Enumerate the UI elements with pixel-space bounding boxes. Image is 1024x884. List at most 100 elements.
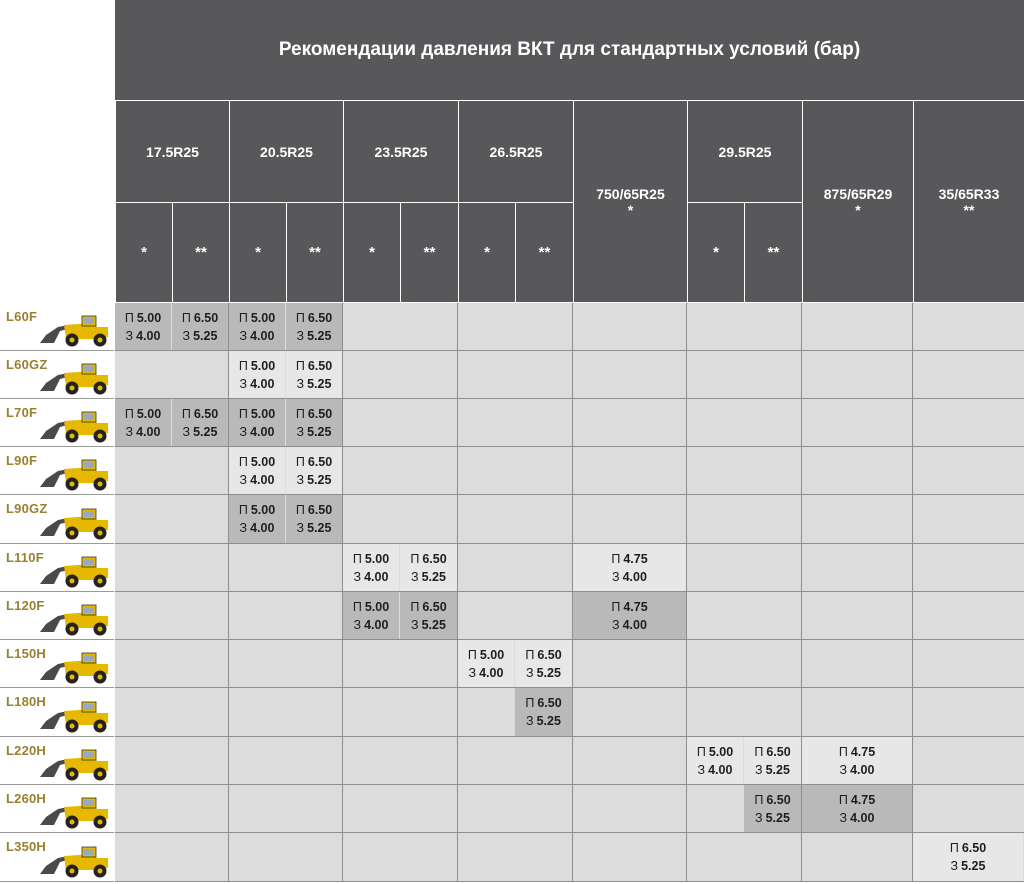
model-name: L110F — [6, 550, 44, 565]
ply-rating-header: ** — [516, 203, 573, 302]
front-pressure-value: 5.00 — [250, 310, 276, 325]
rear-pressure-value: 5.25 — [307, 328, 332, 343]
rear-pressure-value: 4.00 — [850, 762, 875, 777]
rear-pressure-line: З 4.00 — [126, 327, 161, 345]
pressure-cell: П 5.00 З 4.00 — [229, 495, 285, 543]
rear-pressure-value: 5.25 — [536, 665, 561, 680]
tire-size-label: 750/65R25 — [596, 185, 665, 202]
front-pressure-line: П 4.75 — [839, 791, 875, 809]
front-pressure-label: П — [295, 310, 305, 325]
row-divider — [115, 446, 1024, 447]
pressure-cell: П 6.50 З 5.25 — [286, 399, 342, 446]
rear-pressure-value: 5.25 — [307, 424, 332, 439]
pressure-cell: П 6.50 З 5.25 — [913, 833, 1023, 881]
front-pressure-line: П 6.50 — [296, 501, 332, 519]
pressure-cell: П 5.00 З 4.00 — [458, 640, 514, 687]
model-name: L90GZ — [6, 501, 48, 516]
front-pressure-value: 6.50 — [766, 792, 791, 807]
front-pressure-label: П — [754, 792, 764, 807]
rear-pressure-line: З 5.25 — [297, 327, 332, 345]
rear-pressure-value: 4.00 — [622, 569, 647, 584]
model-row-header: L60GZ — [0, 351, 114, 399]
wheel-loader-icon — [40, 652, 108, 684]
rear-pressure-label: З — [526, 665, 534, 680]
rear-pressure-value: 4.00 — [250, 424, 275, 439]
tire-size-header: 26.5R25 — [459, 101, 573, 202]
row-divider — [115, 543, 1024, 544]
front-pressure-value: 5.00 — [136, 406, 162, 421]
ply-rating-header: ** — [287, 203, 343, 302]
wheel-loader-icon — [40, 797, 108, 829]
front-pressure-label: П — [467, 647, 477, 662]
rear-pressure-label: З — [612, 617, 620, 632]
wheel-loader-icon — [40, 846, 108, 878]
pressure-cell: П 4.75 З 4.00 — [573, 592, 686, 639]
front-pressure-value: 4.75 — [850, 744, 876, 759]
tire-size-header: 23.5R25 — [344, 101, 458, 202]
model-row-header: L110F — [0, 544, 114, 592]
front-pressure-value: 5.00 — [708, 744, 734, 759]
rear-pressure-label: З — [239, 376, 248, 391]
front-pressure-value: 6.50 — [193, 406, 219, 421]
rear-pressure-value: 5.25 — [421, 569, 446, 584]
model-name: L70F — [6, 405, 38, 420]
front-pressure-value: 5.00 — [250, 454, 276, 469]
rear-pressure-line: З 5.25 — [755, 761, 790, 779]
front-pressure-line: П 5.00 — [239, 453, 275, 471]
front-pressure-line: П 6.50 — [296, 453, 332, 471]
front-pressure-label: П — [838, 744, 848, 759]
wheel-loader-icon — [40, 508, 108, 540]
front-pressure-label: П — [611, 551, 621, 566]
row-divider — [115, 784, 1024, 785]
rear-pressure-line: З 4.00 — [698, 761, 733, 779]
front-pressure-line: П 5.00 — [239, 405, 275, 423]
ply-rating-header: * — [230, 203, 286, 302]
pressure-cell: П 6.50 З 5.25 — [286, 447, 342, 494]
column-divider — [912, 303, 913, 882]
model-row-header: L150H — [0, 640, 114, 688]
front-pressure-label: П — [410, 551, 420, 566]
pressure-cell: П 5.00 З 4.00 — [229, 351, 285, 398]
front-pressure-label: П — [696, 744, 706, 759]
ply-rating-header: ** — [401, 203, 458, 302]
front-pressure-line: П 5.00 — [239, 357, 275, 375]
front-pressure-line: П 6.50 — [525, 646, 561, 664]
model-name: L350H — [6, 839, 47, 854]
rear-pressure-label: З — [353, 569, 362, 584]
pressure-cell: П 6.50 З 5.25 — [286, 495, 342, 543]
wheel-loader-icon — [40, 315, 108, 347]
rear-pressure-value: 4.00 — [250, 521, 275, 535]
rear-pressure-value: 4.00 — [364, 617, 389, 632]
ply-rating-header: ** — [745, 203, 802, 302]
rear-pressure-label: З — [755, 810, 763, 825]
tire-size-label: 35/65R33 — [938, 185, 1000, 202]
front-pressure-value: 4.75 — [623, 599, 648, 614]
column-divider — [457, 303, 458, 882]
front-pressure-line: П 5.00 — [697, 743, 733, 761]
rear-pressure-label: З — [239, 521, 248, 535]
model-row-header: L180H — [0, 688, 114, 737]
front-pressure-label: П — [754, 744, 764, 759]
pressure-cell: П 5.00 З 4.00 — [229, 447, 285, 494]
model-name: L60F — [6, 309, 38, 324]
model-row-header: L350H — [0, 833, 114, 882]
rear-pressure-line: З 5.25 — [951, 857, 986, 875]
ply-rating-header: * — [688, 203, 744, 302]
rear-pressure-line: З 5.25 — [755, 809, 790, 827]
rear-pressure-line: З 4.00 — [240, 327, 275, 345]
model-row-header: L120F — [0, 592, 114, 640]
rear-pressure-value: 5.25 — [421, 617, 446, 632]
rear-pressure-value: 5.25 — [307, 376, 332, 391]
front-pressure-value: 6.50 — [537, 647, 562, 662]
rear-pressure-label: З — [239, 328, 248, 343]
rear-pressure-value: 4.00 — [250, 328, 275, 343]
rear-pressure-value: 4.00 — [622, 617, 647, 632]
rear-pressure-line: З 5.25 — [411, 568, 446, 586]
ply-rating-label: ** — [963, 201, 975, 218]
rear-pressure-label: З — [468, 665, 477, 680]
front-pressure-label: П — [238, 406, 248, 421]
rear-pressure-line: З 5.25 — [183, 327, 218, 345]
rear-pressure-value: 5.25 — [961, 859, 986, 873]
rear-pressure-label: З — [755, 762, 763, 777]
row-divider — [115, 639, 1024, 640]
